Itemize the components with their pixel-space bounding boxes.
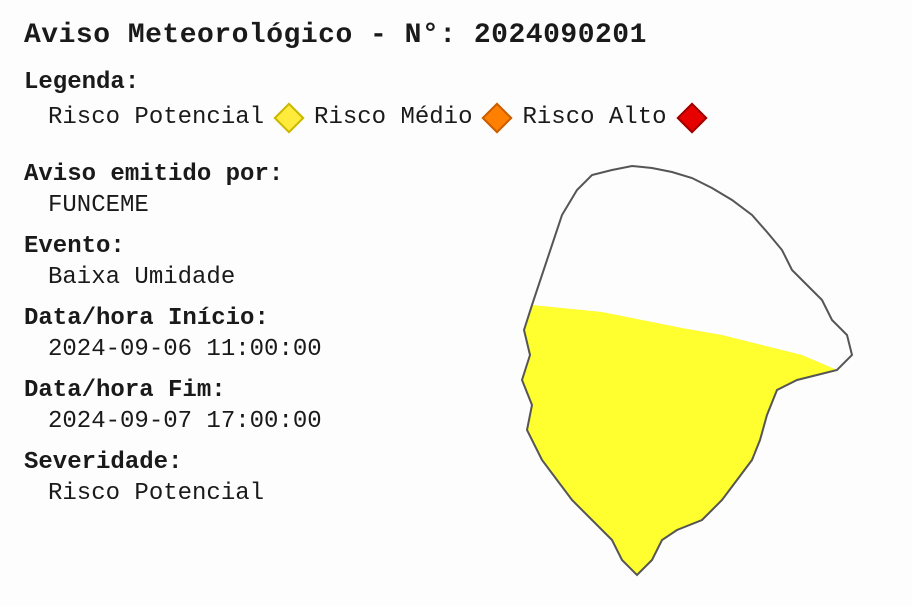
page-title: Aviso Meteorológico - N°: 2024090201 [24,20,888,51]
legend-item-label: Risco Alto [522,104,666,131]
field-value-severity: Risco Potencial [48,480,322,507]
field-label-issued-by: Aviso emitido por: [24,161,322,188]
diamond-icon [676,102,707,133]
field-label-severity: Severidade: [24,449,322,476]
legend-item-label: Risco Potencial [48,104,264,131]
legend-item-label: Risco Médio [314,104,472,131]
field-value-end: 2024-09-07 17:00:00 [48,408,322,435]
map-region-highlighted [522,305,837,575]
field-value-event: Baixa Umidade [48,264,322,291]
legend-heading: Legenda: [24,69,888,96]
map-svg [502,160,872,580]
field-label-event: Evento: [24,233,322,260]
legend-row: Risco Potencial Risco Médio Risco Alto [48,104,888,131]
region-map [502,160,872,580]
field-label-end: Data/hora Fim: [24,377,322,404]
field-value-issued-by: FUNCEME [48,192,322,219]
diamond-icon [482,102,513,133]
field-value-start: 2024-09-06 11:00:00 [48,336,322,363]
fields-block: Aviso emitido por: FUNCEME Evento: Baixa… [24,147,322,507]
field-label-start: Data/hora Início: [24,305,322,332]
diamond-icon [273,102,304,133]
